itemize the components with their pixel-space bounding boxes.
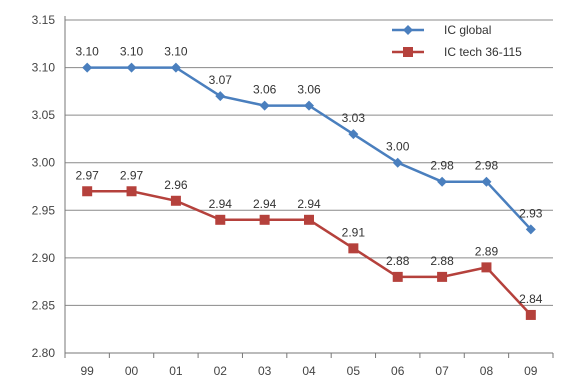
- data-point: [525, 309, 536, 320]
- x-tick-label: 04: [302, 364, 316, 378]
- data-point: [304, 100, 314, 111]
- x-tick-label: 02: [214, 364, 228, 378]
- data-point: [170, 62, 181, 73]
- x-tick-label: 00: [125, 364, 139, 378]
- data-label: 2.98: [475, 159, 499, 173]
- data-point: [348, 129, 359, 140]
- data-point: [348, 243, 359, 254]
- x-tick-label: 09: [524, 364, 538, 378]
- data-label: 3.07: [209, 73, 233, 87]
- data-point: [481, 176, 492, 187]
- data-label: 2.88: [430, 254, 454, 268]
- data-label: 2.98: [430, 159, 454, 173]
- data-label-layer: 3.10 3.10 3.10 3.07 3.06 3.06 3.03 3.00 2.98 2.98…: [76, 45, 543, 306]
- data-label: 2.88: [386, 254, 410, 268]
- y-tick-label: 3.05: [32, 108, 56, 122]
- data-label: 2.94: [209, 197, 233, 211]
- data-label: 2.97: [76, 168, 100, 182]
- series-layer: [82, 62, 536, 320]
- data-point: [437, 271, 448, 282]
- data-point: [437, 176, 448, 187]
- data-label: 2.97: [120, 168, 144, 182]
- data-point: [525, 224, 536, 235]
- data-point: [259, 100, 270, 111]
- y-tick-label: 2.80: [32, 346, 56, 360]
- x-tick-label: 06: [391, 364, 405, 378]
- x-tick-label: 05: [347, 364, 361, 378]
- x-tick-label: 03: [258, 364, 272, 378]
- x-tick-label: 99: [81, 364, 95, 378]
- data-label: 3.03: [342, 111, 366, 125]
- data-label: 2.94: [297, 197, 321, 211]
- x-tick-label: 07: [435, 364, 449, 378]
- data-point: [126, 186, 137, 197]
- y-tick-label: 2.85: [32, 298, 56, 312]
- data-point: [215, 91, 226, 102]
- data-label: 3.10: [76, 45, 100, 59]
- data-label: 2.84: [519, 292, 543, 306]
- data-label: 2.93: [519, 206, 543, 220]
- data-label: 3.06: [253, 83, 277, 97]
- data-label: 3.00: [386, 140, 410, 154]
- y-tick-label: 2.90: [32, 251, 56, 265]
- data-label: 2.89: [475, 244, 499, 258]
- legend-label: IC global: [444, 23, 491, 37]
- x-tick-label: 08: [480, 364, 494, 378]
- data-label: 3.10: [120, 45, 144, 59]
- y-tick-label: 2.95: [32, 203, 56, 217]
- data-point: [392, 271, 403, 282]
- data-point: [82, 62, 93, 73]
- legend-label: IC tech 36-115: [444, 45, 522, 59]
- y-tick-label: 3.15: [32, 13, 56, 27]
- data-label: 3.10: [164, 45, 188, 59]
- data-point: [481, 262, 492, 273]
- data-label: 2.91: [342, 225, 366, 239]
- legend-marker: [403, 47, 413, 57]
- data-label: 2.96: [164, 178, 188, 192]
- data-point: [126, 62, 137, 73]
- y-tick-label: 3.10: [32, 61, 56, 75]
- y-tick-label: 3.00: [32, 156, 56, 170]
- axis-layer: 2.80 2.85 2.90 2.95 3.00 3.05 3.10 3.15 99 00 01 02…: [32, 13, 554, 378]
- data-label: 3.06: [297, 83, 321, 97]
- data-label: 2.94: [253, 197, 277, 211]
- data-point: [170, 195, 181, 206]
- data-point: [215, 214, 226, 225]
- legend-marker: [403, 25, 413, 35]
- data-point: [304, 214, 314, 225]
- data-point: [259, 214, 270, 225]
- legend: IC global IC tech 36-115: [392, 23, 522, 59]
- data-point: [82, 186, 93, 197]
- x-tick-label: 01: [169, 364, 183, 378]
- data-point: [392, 157, 403, 168]
